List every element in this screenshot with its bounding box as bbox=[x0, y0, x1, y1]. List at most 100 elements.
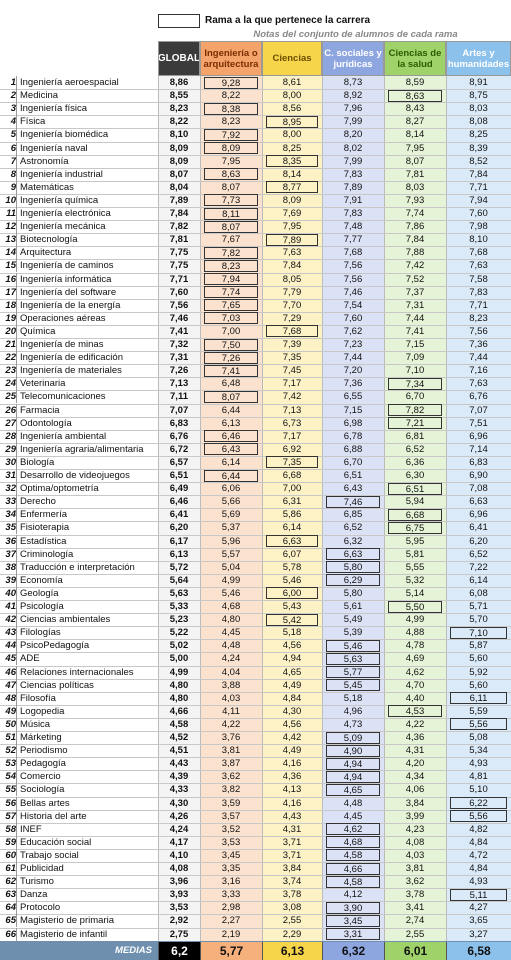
branch-score: 6,63 bbox=[266, 535, 318, 548]
score: 7,60 bbox=[469, 208, 488, 219]
global-score: 8,86 bbox=[169, 77, 189, 88]
branch-score: 7,92 bbox=[204, 128, 258, 141]
career-name: Magisterio de infantil bbox=[16, 927, 158, 941]
score: 4,84 bbox=[469, 836, 488, 848]
score: 3,71 bbox=[282, 849, 302, 861]
global-score: 5,22 bbox=[169, 627, 189, 639]
score: 7,83 bbox=[343, 208, 363, 219]
career-name: Ingeniería de materiales bbox=[16, 364, 158, 378]
score: 8,07 bbox=[405, 155, 425, 167]
row-line bbox=[0, 573, 511, 575]
branch-score: 7,73 bbox=[204, 194, 258, 207]
row-line bbox=[0, 482, 511, 484]
score: 8,07 bbox=[221, 181, 241, 193]
score: 7,23 bbox=[343, 339, 363, 350]
score: 3,71 bbox=[282, 836, 302, 848]
footer-value: 5,77 bbox=[200, 941, 262, 960]
rank: 54 bbox=[5, 771, 16, 783]
score: 6,14 bbox=[469, 574, 488, 586]
branch-score: 8,63 bbox=[388, 89, 442, 102]
score: 4,40 bbox=[405, 692, 425, 704]
score: 8,39 bbox=[469, 142, 488, 154]
score: 8,08 bbox=[469, 116, 488, 128]
score: 6,07 bbox=[282, 548, 302, 560]
row-line bbox=[0, 89, 511, 91]
career-name: Biología bbox=[16, 455, 158, 469]
score: 8,10 bbox=[469, 234, 488, 246]
global-score: 8,09 bbox=[169, 155, 189, 167]
score: 8,22 bbox=[221, 90, 241, 102]
branch-score: 5,45 bbox=[326, 679, 380, 692]
global-score: 7,31 bbox=[169, 352, 189, 364]
branch-score: 6,46 bbox=[204, 430, 258, 443]
row-line bbox=[0, 324, 511, 326]
branch-score: 3,45 bbox=[326, 914, 380, 927]
score: 8,61 bbox=[282, 77, 302, 88]
career-name: Ingeniería informática bbox=[16, 272, 158, 286]
score: 8,43 bbox=[405, 103, 425, 115]
score: 7,48 bbox=[343, 221, 363, 233]
global-score: 7,07 bbox=[169, 404, 189, 416]
career-name: Optima/optometría bbox=[16, 482, 158, 496]
global-score: 6,49 bbox=[169, 483, 189, 495]
career-name: Márketing bbox=[16, 731, 158, 745]
column-header: Ciencias de la salud bbox=[384, 41, 446, 76]
branch-score: 3,31 bbox=[326, 928, 380, 941]
branch-score: 6,63 bbox=[326, 548, 380, 561]
global-score: 6,46 bbox=[169, 496, 189, 508]
score: 7,36 bbox=[343, 378, 363, 390]
row-line bbox=[0, 835, 511, 837]
score: 8,25 bbox=[282, 142, 302, 154]
career-name: Relaciones internacionales bbox=[16, 665, 158, 679]
score: 3,33 bbox=[221, 889, 241, 901]
branch-score: 6,51 bbox=[388, 482, 442, 495]
branch-score: 8,95 bbox=[266, 115, 318, 128]
global-score: 5,00 bbox=[169, 653, 189, 665]
score: 3,74 bbox=[282, 876, 302, 888]
branch-score: 5,77 bbox=[326, 666, 380, 679]
score: 7,46 bbox=[343, 286, 363, 298]
career-name: Educación social bbox=[16, 835, 158, 849]
branch-score: 6,43 bbox=[204, 443, 258, 456]
branch-score: 7,46 bbox=[326, 495, 380, 508]
rank: 43 bbox=[5, 627, 16, 639]
score: 5,49 bbox=[343, 614, 363, 626]
score: 6,13 bbox=[221, 417, 241, 429]
score: 8,27 bbox=[405, 116, 425, 128]
score: 5,37 bbox=[221, 522, 241, 534]
career-name: Biotecnología bbox=[16, 233, 158, 247]
career-name: Telecomunicaciones bbox=[16, 390, 158, 404]
score: 7,58 bbox=[469, 273, 488, 285]
score: 4,73 bbox=[343, 718, 363, 730]
rank: 47 bbox=[5, 679, 16, 691]
global-score: 5,23 bbox=[169, 614, 189, 626]
global-score: 8,23 bbox=[169, 103, 189, 115]
rank: 52 bbox=[5, 745, 16, 757]
rank: 7 bbox=[10, 155, 16, 167]
score: 4,84 bbox=[282, 692, 302, 704]
score: 5,57 bbox=[221, 548, 241, 560]
score: 7,95 bbox=[282, 221, 302, 233]
score: 3,65 bbox=[469, 915, 488, 927]
rank: 40 bbox=[5, 587, 16, 599]
score: 7,16 bbox=[469, 365, 488, 377]
rank: 45 bbox=[5, 653, 16, 665]
score: 4,06 bbox=[405, 784, 425, 796]
branch-score: 7,34 bbox=[388, 377, 442, 390]
rank: 14 bbox=[5, 247, 16, 259]
rank: 8 bbox=[10, 168, 16, 180]
rank: 35 bbox=[5, 522, 16, 534]
row-line bbox=[0, 822, 511, 824]
rank: 50 bbox=[5, 718, 16, 730]
row-line bbox=[0, 744, 511, 746]
score: 7,98 bbox=[469, 221, 488, 233]
score: 6,81 bbox=[405, 430, 425, 442]
row-line bbox=[0, 416, 511, 418]
branch-score: 4,66 bbox=[326, 862, 380, 875]
score: 5,46 bbox=[221, 587, 241, 599]
branch-score: 7,68 bbox=[266, 325, 318, 338]
column-header: Ciencias bbox=[262, 41, 322, 76]
score: 5,80 bbox=[343, 587, 363, 599]
